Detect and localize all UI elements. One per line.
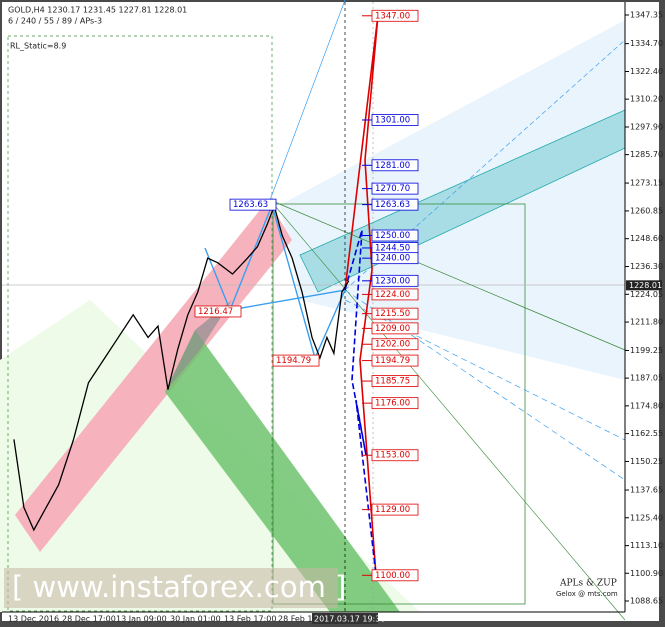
- current-price-box: [626, 280, 662, 291]
- annotation: APLs & ZUP: [559, 579, 617, 589]
- level-label: 1194.79: [375, 356, 410, 366]
- level-label: 1270.70: [375, 184, 410, 194]
- level-label-box: [371, 182, 419, 195]
- level-label-box: [371, 322, 419, 335]
- trend-line: [269, 199, 626, 351]
- level-label-box: [371, 397, 419, 410]
- level-label-box: [371, 198, 419, 211]
- forecast-zigzag: [344, 14, 379, 576]
- x-tick-label: 13 Jan 09:00: [116, 615, 167, 624]
- green-channel: [165, 330, 400, 612]
- y-tick-label: 1347.35: [630, 10, 663, 19]
- x-tick-label: 13 Dec 2016: [8, 615, 59, 624]
- y-tick-label: 1211.80: [630, 318, 663, 327]
- level-label: 1250.00: [375, 231, 410, 241]
- price-line: [13, 203, 350, 532]
- level-label: 1153.00: [375, 451, 410, 461]
- level-label: 1224.00: [375, 290, 410, 300]
- level-label: 1185.75: [375, 377, 410, 387]
- level-label: 1281.00: [375, 161, 410, 171]
- cursor-time: 2017.03.17 19:38: [314, 615, 385, 624]
- current-price-label: 1228.01: [629, 281, 662, 290]
- level-label-box: [371, 9, 419, 22]
- level-label-box: [371, 354, 419, 367]
- level-label: 1215.50: [375, 309, 410, 319]
- level-label-box: [371, 338, 419, 351]
- pivot-label: 1194.79: [276, 356, 311, 366]
- level-label: 1244.50: [375, 243, 410, 253]
- y-tick-label: 1224.05: [630, 290, 663, 299]
- zigzag: [204, 202, 347, 361]
- level-label: 1202.00: [375, 340, 410, 350]
- x-tick-label: 28 Dec 17:00: [62, 615, 116, 624]
- level-label-box: [371, 252, 419, 265]
- watermark-bg: [4, 568, 338, 608]
- level-label-box: [371, 569, 419, 582]
- chart-subtitle: 6 / 240 / 55 / 89 / APs-3: [8, 17, 102, 26]
- y-tick-label: 1297.90: [630, 123, 663, 132]
- level-label: 1176.00: [375, 399, 410, 409]
- level-label-box: [371, 274, 419, 287]
- y-tick-label: 1248.60: [630, 234, 663, 243]
- box-dashed: [7, 35, 273, 612]
- level-label-box: [371, 307, 419, 320]
- watermark: [ www.instaforex.com ]: [12, 570, 346, 604]
- pivot-label-box: [194, 305, 242, 318]
- y-tick-label: 1199.25: [630, 346, 663, 355]
- level-label: 1129.00: [375, 505, 410, 515]
- y-tick-label: 1162.55: [630, 429, 663, 438]
- x-tick-label: 28 Feb 1: [278, 615, 313, 624]
- y-tick-label: 1187.05: [630, 374, 663, 383]
- y-tick-label: 1174.80: [630, 401, 663, 410]
- level-label: 1209.00: [375, 324, 410, 334]
- y-tick-label: 1260.85: [630, 206, 663, 215]
- forecast-zigzag: [344, 229, 377, 576]
- level-label-box: [371, 449, 419, 462]
- level-label: 1347.00: [375, 11, 410, 21]
- y-tick-label: 1236.30: [630, 262, 663, 271]
- level-label: 1100.00: [375, 571, 410, 581]
- annotation: RL_Static=8.9: [10, 42, 66, 51]
- pivot-label-box: [272, 354, 320, 367]
- level-label-box: [371, 288, 419, 301]
- y-tick-label: 1285.70: [630, 150, 663, 159]
- y-tick-label: 1334.70: [630, 39, 663, 48]
- y-tick-label: 1273.15: [630, 179, 663, 188]
- level-label-box: [371, 229, 419, 242]
- y-tick-label: 1125.40: [630, 513, 663, 522]
- level-label-box: [371, 114, 419, 126]
- trend-line: [344, 289, 626, 481]
- trend-line: [344, 39, 626, 291]
- level-label: 1240.00: [375, 254, 410, 264]
- pivot-label: 1216.47: [198, 307, 233, 317]
- pivot-label: 1263.63: [233, 200, 268, 210]
- trend-line: [269, 199, 626, 621]
- trend-line: [269, 0, 346, 201]
- pink-channel: [15, 200, 292, 552]
- overlap-area: [165, 300, 232, 392]
- cursor-time-box: [312, 613, 378, 624]
- level-label-box: [371, 503, 419, 516]
- x-tick-label: 30 Jan 01:00: [170, 615, 221, 624]
- y-tick-label: 1150.25: [630, 457, 663, 466]
- level-label: 1263.63: [375, 200, 410, 210]
- y-tick-label: 1113.10: [630, 541, 663, 550]
- y-tick-label: 1137.65: [630, 486, 663, 495]
- level-label-box: [371, 159, 419, 172]
- annotation: Gelox @ mts.com: [556, 590, 618, 598]
- level-label: 1301.00: [375, 115, 410, 125]
- pivot-label-box: [229, 198, 277, 211]
- y-tick-label: 1322.40: [630, 67, 663, 76]
- chart-title: GOLD,H4 1230.17 1231.45 1227.81 1228.01: [8, 6, 187, 15]
- y-tick-label: 1088.65: [630, 597, 663, 606]
- y-tick-label: 1100.90: [630, 569, 663, 578]
- y-tick-label: 1310.20: [630, 95, 663, 104]
- level-label-box: [371, 375, 419, 387]
- level-label: 1230.00: [375, 276, 410, 286]
- x-tick-label: 13 Feb 17:00: [224, 615, 276, 624]
